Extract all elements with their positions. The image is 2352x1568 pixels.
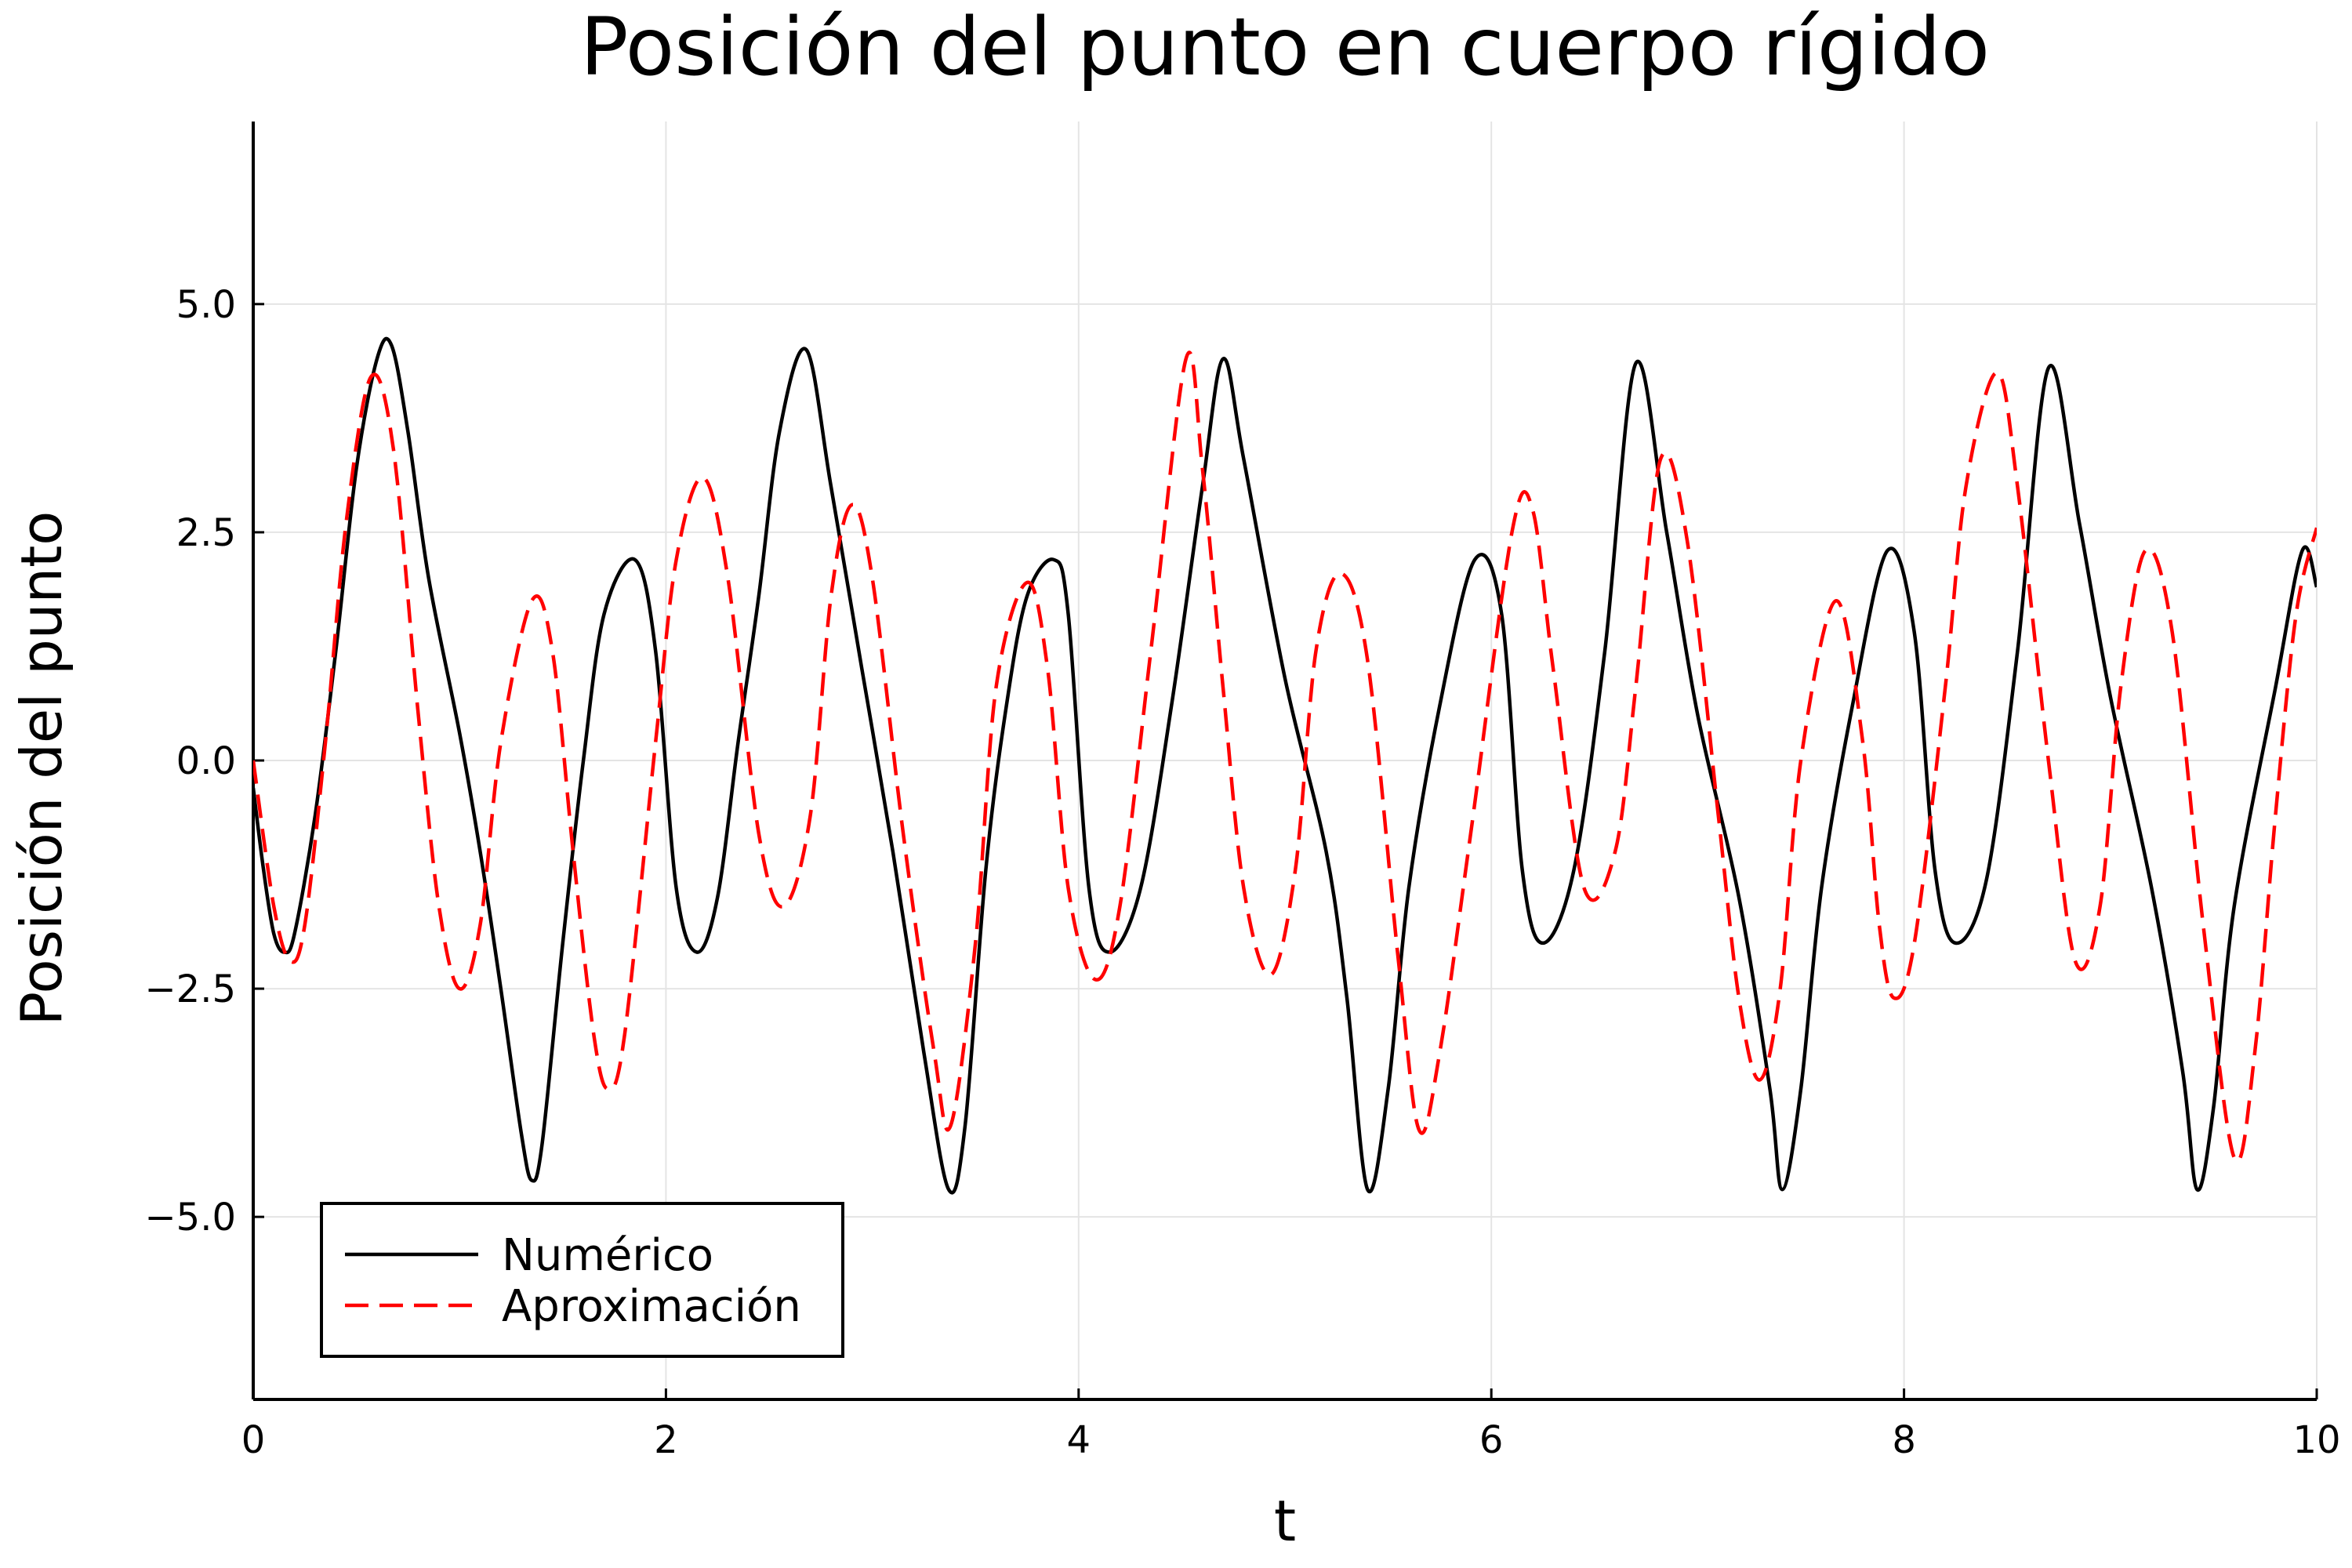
series-line-num-rico [253,336,2317,1195]
legend-label-1: Aproximación [502,1281,801,1332]
x-tick-label-1: 2 [654,1418,678,1462]
y-axis-title: Posición del punto [9,511,74,1026]
y-tick-label-1: −2.5 [144,967,236,1011]
series-layer [253,336,2317,1195]
y-tick-label-0: −5.0 [144,1196,236,1240]
x-tick-label-5: 10 [2292,1418,2340,1462]
y-tick-label-4: 5.0 [176,283,236,327]
y-tick-label-2: 0.0 [176,739,236,783]
legend-box [320,1202,844,1358]
legend-label-0: Numérico [502,1230,713,1281]
ticks: 0 2 4 6 8 10 −5.0 −2.5 0.0 2.5 5.0 [144,283,2340,1462]
x-tick-label-0: 0 [241,1418,266,1462]
x-tick-label-2: 4 [1067,1418,1091,1462]
x-axis-title: t [1274,1488,1296,1554]
series-line-aproximaci-n [253,350,2317,1163]
x-tick-label-3: 6 [1479,1418,1504,1462]
x-tick-label-4: 8 [1892,1418,1916,1462]
chart-title: Posición del punto en cuerpo rígido [580,1,1990,94]
y-tick-label-3: 2.5 [176,511,236,555]
